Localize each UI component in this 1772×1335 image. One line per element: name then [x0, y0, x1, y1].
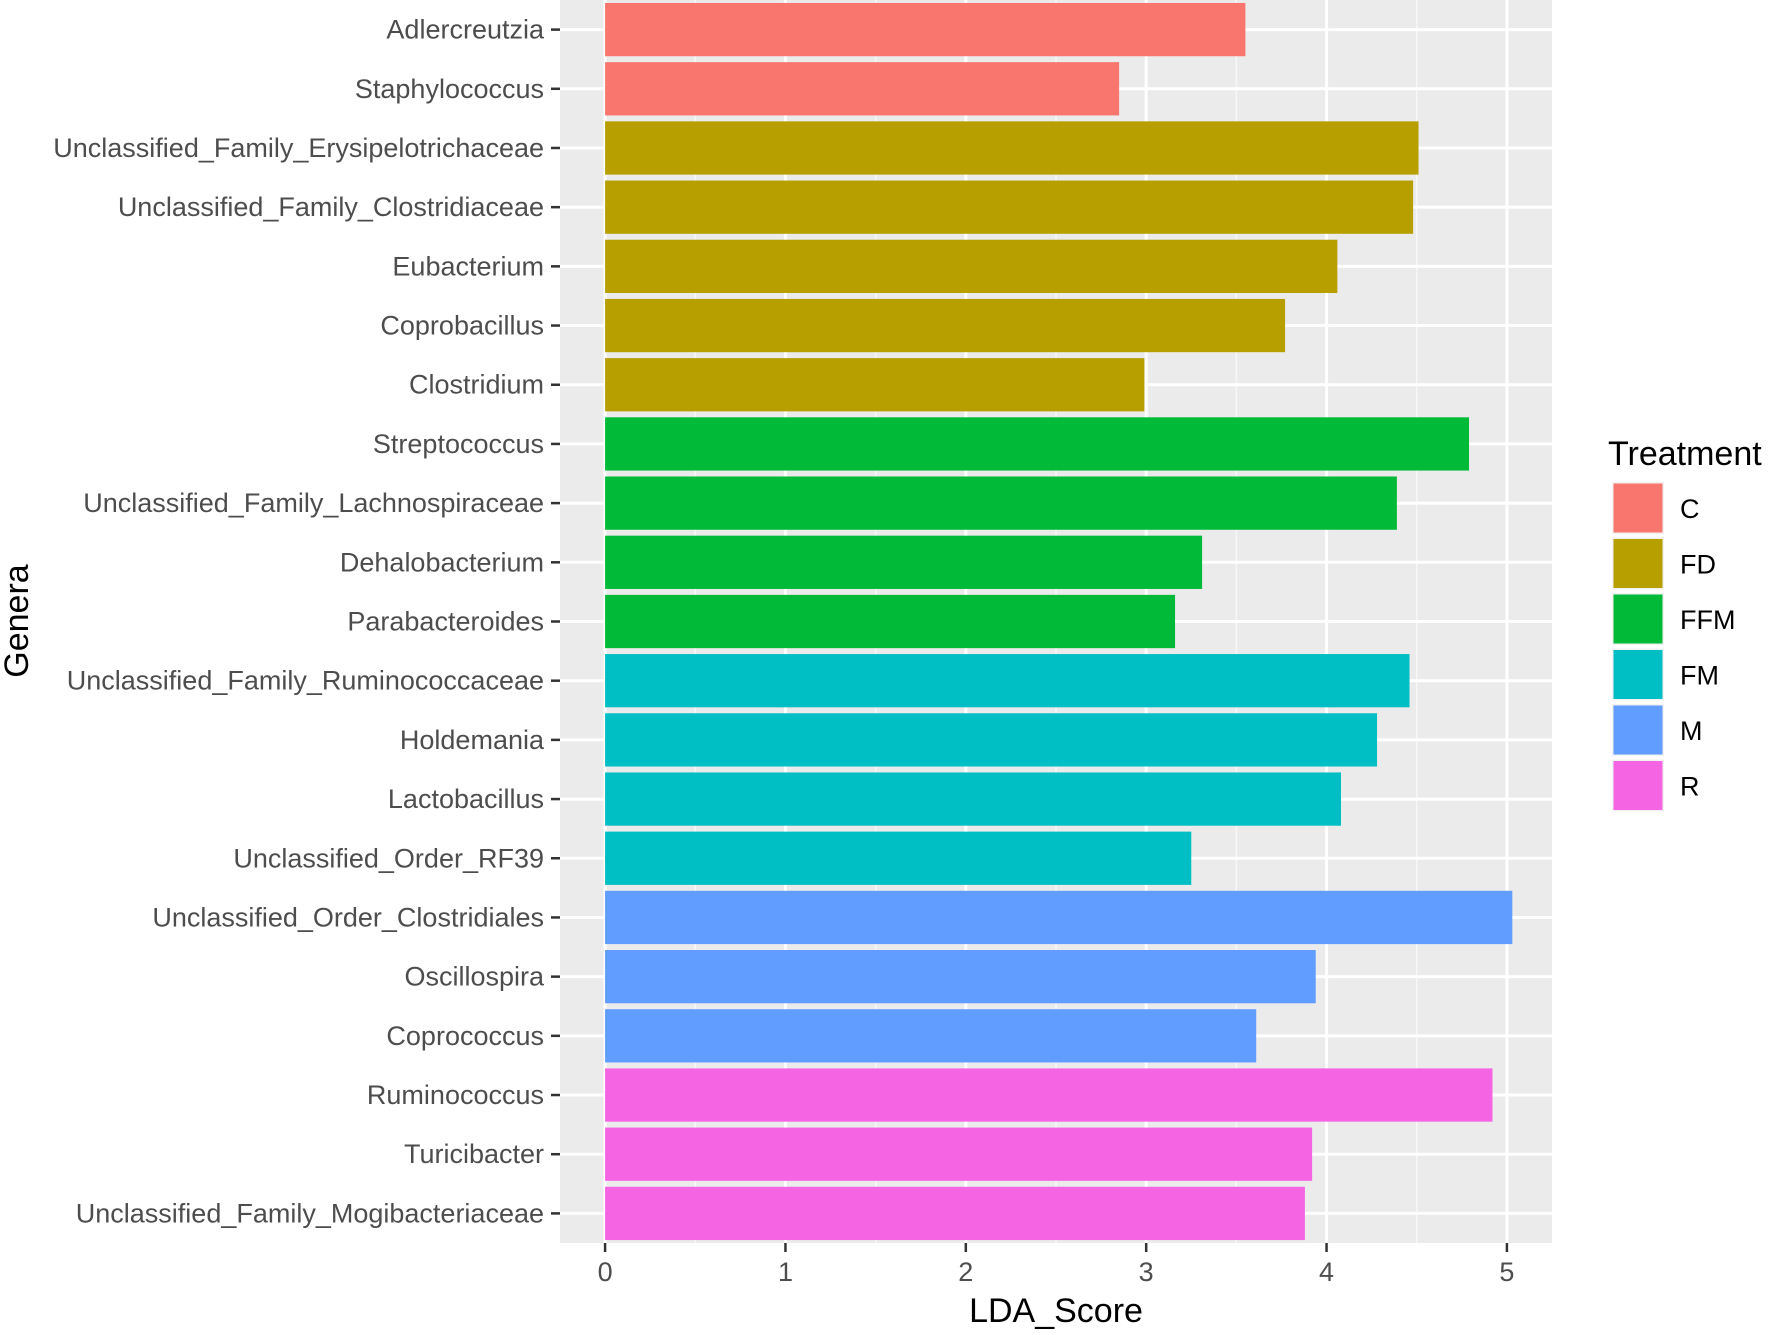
legend: Treatment C FD FFM FM MR [1608, 435, 1762, 812]
bar-dehalobacterium [605, 535, 1203, 589]
bar-unclassified-order-rf39 [605, 831, 1192, 885]
bar-streptococcus [605, 417, 1470, 471]
y-tick-label: Holdemania [400, 725, 545, 755]
legend-title: Treatment [1608, 435, 1762, 473]
x-tick-label: 5 [1499, 1257, 1514, 1287]
x-tick-label: 3 [1139, 1257, 1154, 1287]
bar-unclassified-family-erysipelotrichaceae [605, 121, 1419, 175]
x-tick-label: 1 [778, 1257, 793, 1287]
legend-swatch-fm [1613, 650, 1663, 699]
x-axis: 0 1 2 3 4 5 [598, 1243, 1514, 1287]
legend-label-c: C [1680, 494, 1700, 524]
y-tick-label: Turicibacter [404, 1139, 544, 1169]
y-tick-label: Coprococcus [386, 1021, 544, 1051]
legend-swatch-c [1613, 483, 1663, 533]
bar-unclassified-order-clostridiales [605, 890, 1513, 945]
bar-adlercreutzia [605, 2, 1246, 57]
y-tick-label: Oscillospira [404, 962, 545, 992]
x-tick-label: 4 [1319, 1257, 1334, 1287]
y-tick-label: Ruminococcus [367, 1080, 544, 1110]
y-axis: Adlercreutzia Staphylococcus Unclassified_… [53, 15, 560, 1228]
legend-swatch-ffm [1613, 594, 1663, 644]
bar-eubacterium [605, 239, 1338, 293]
legend-swatch-r [1613, 761, 1663, 810]
legend-label-fm: FM [1680, 661, 1719, 691]
bar-unclassified-family-clostridiaceae [605, 180, 1414, 234]
y-tick-label: Unclassified_Family_Lachnospiraceae [83, 488, 544, 518]
x-tick-label: 2 [958, 1257, 973, 1287]
y-tick-label: Coprobacillus [380, 311, 544, 341]
y-tick-label: Eubacterium [392, 251, 544, 281]
y-axis-title: Genera [0, 564, 36, 677]
bar-ruminococcus [605, 1068, 1493, 1122]
legend-label-fd: FD [1680, 550, 1716, 580]
y-tick-label: Parabacteroides [347, 607, 544, 637]
bar-unclassified-family-ruminococcaceae [605, 654, 1410, 708]
y-tick-label: Adlercreutzia [386, 15, 545, 45]
legend-label-m: M [1680, 716, 1703, 746]
y-tick-label: Unclassified_Order_Clostridiales [152, 902, 544, 932]
bar-clostridium [605, 358, 1145, 412]
legend-label-r: R [1680, 772, 1700, 802]
bar-unclassified-family-lachnospiraceae [605, 476, 1397, 530]
bar-holdemania [605, 713, 1378, 767]
y-tick-label: Unclassified_Family_Ruminococcaceae [67, 666, 544, 696]
bar-parabacteroides [605, 594, 1176, 649]
bar-unclassified-family-mogibacteriaceae [605, 1186, 1305, 1241]
y-tick-label: Dehalobacterium [340, 547, 544, 577]
bar-coprococcus [605, 1009, 1257, 1063]
legend-label-ffm: FFM [1680, 605, 1735, 635]
y-tick-label: Lactobacillus [388, 784, 544, 814]
bar-oscillospira [605, 950, 1316, 1004]
bar-lactobacillus [605, 772, 1341, 826]
y-tick-label: Staphylococcus [355, 74, 544, 104]
bar-turicibacter [605, 1127, 1313, 1181]
legend-swatch-fd [1613, 539, 1663, 588]
y-tick-label: Clostridium [409, 370, 544, 400]
x-axis-title: LDA_Score [969, 1292, 1143, 1330]
x-tick-label: 0 [598, 1257, 613, 1287]
legend-swatch-m [1613, 705, 1663, 755]
bars [605, 2, 1513, 1241]
y-tick-label: Streptococcus [373, 429, 544, 459]
y-tick-label: Unclassified_Family_Mogibacteriaceae [76, 1198, 544, 1228]
y-tick-label: Unclassified_Order_RF39 [233, 843, 544, 873]
y-tick-label: Unclassified_Family_Clostridiaceae [118, 192, 544, 222]
bar-staphylococcus [605, 62, 1120, 116]
y-tick-label: Unclassified_Family_Erysipelotrichaceae [53, 133, 544, 163]
bar-coprobacillus [605, 298, 1286, 353]
